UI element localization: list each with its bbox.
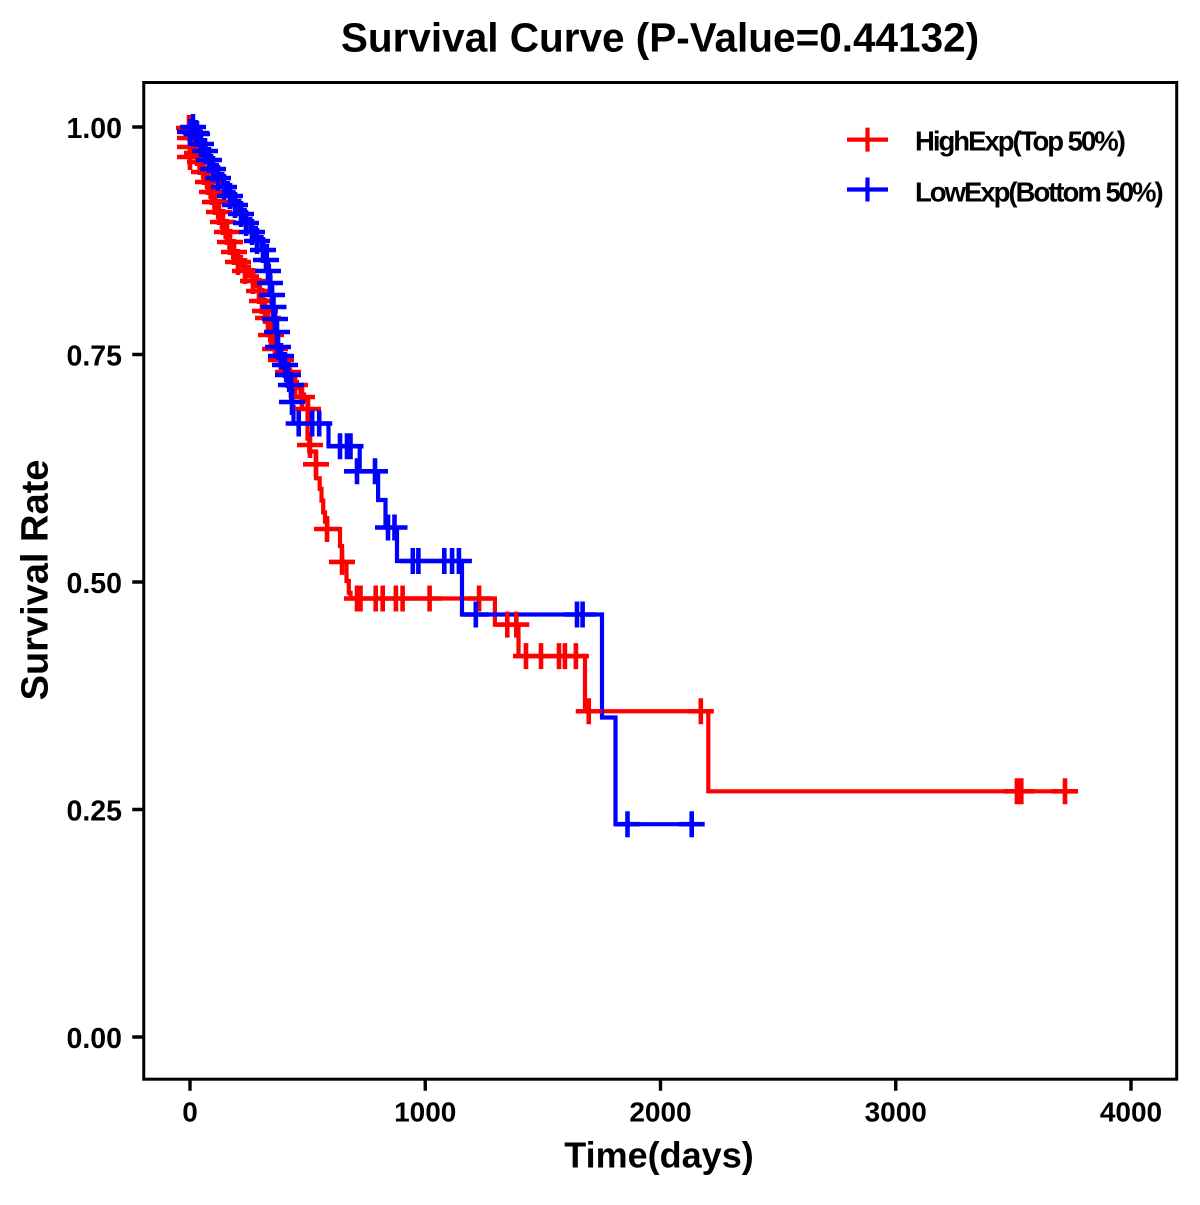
svg-text:Survival Rate: Survival Rate (14, 460, 56, 701)
svg-text:0.50: 0.50 (67, 568, 122, 600)
svg-text:LowExp(Bottom 50%): LowExp(Bottom 50%) (915, 177, 1162, 208)
svg-text:0.00: 0.00 (67, 1023, 122, 1055)
svg-text:0: 0 (182, 1097, 198, 1128)
svg-text:Time(days): Time(days) (564, 1135, 753, 1176)
svg-text:0.25: 0.25 (67, 796, 123, 828)
svg-text:4000: 4000 (1100, 1097, 1162, 1128)
svg-text:1000: 1000 (394, 1097, 456, 1128)
svg-text:3000: 3000 (865, 1097, 927, 1128)
svg-text:1.00: 1.00 (67, 113, 122, 145)
svg-text:Survival Curve (P-Value=0.4413: Survival Curve (P-Value=0.44132) (341, 14, 979, 60)
svg-text:0.75: 0.75 (67, 341, 123, 373)
svg-text:HighExp(Top 50%): HighExp(Top 50%) (915, 126, 1125, 157)
svg-text:2000: 2000 (629, 1097, 691, 1128)
